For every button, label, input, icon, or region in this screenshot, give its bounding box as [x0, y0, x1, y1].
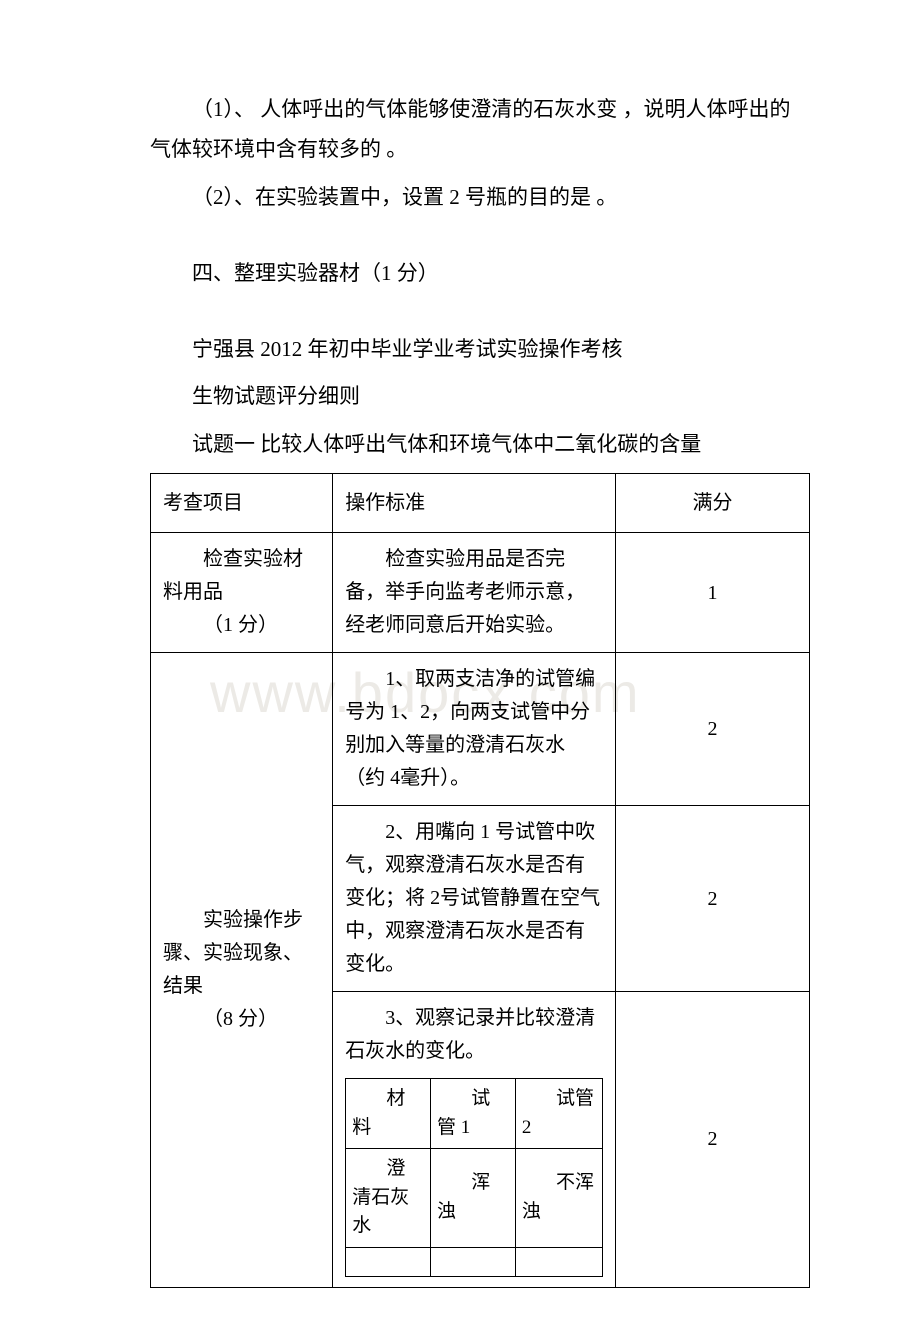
row2-step1-score: 2	[615, 653, 809, 806]
header-col3: 满分	[615, 474, 809, 533]
row2-step1: 1、取两支洁净的试管编号为 1、2，向两支试管中分别加入等量的澄清石灰水（约 4…	[333, 653, 616, 806]
doc-title-line3: 试题一 比较人体呼出气体和环境气体中二氧化碳的含量	[150, 425, 810, 465]
inner-table: 材料 试管 1 试管 2 澄清石灰水 浑浊 不浑浊	[345, 1078, 603, 1277]
row1-col1: 检查实验材料用品 （1 分）	[151, 533, 333, 653]
table-header-row: 考查项目 操作标准 满分	[151, 474, 810, 533]
inner-data-row: 澄清石灰水 浑浊 不浑浊	[346, 1149, 603, 1248]
row2-step2: 2、用嘴向 1 号试管中吹气，观察澄清石灰水是否有变化；将 2号试管静置在空气中…	[333, 806, 616, 992]
row1-col3: 1	[615, 533, 809, 653]
paragraph-2: （2）、在实验装置中，设置 2 号瓶的目的是 。	[150, 178, 810, 218]
row2-col1: 实验操作步骤、实验现象、结果 （8 分）	[151, 653, 333, 1288]
header-col1: 考查项目	[151, 474, 333, 533]
inner-h3: 试管 2	[515, 1079, 602, 1149]
inner-h2: 试管 1	[431, 1079, 516, 1149]
row1-col2: 检查实验用品是否完备，举手向监考老师示意，经老师同意后开始实验。	[333, 533, 616, 653]
inner-empty-row	[346, 1247, 603, 1276]
scoring-table: 考查项目 操作标准 满分 检查实验材料用品 （1 分） 检查实验用品是否完备，举…	[150, 473, 810, 1288]
table-row: 检查实验材料用品 （1 分） 检查实验用品是否完备，举手向监考老师示意，经老师同…	[151, 533, 810, 653]
paragraph-1: （1）、 人体呼出的气体能够使澄清的石灰水变 ，说明人体呼出的气体较环境中含有较…	[150, 90, 810, 170]
table-row: 实验操作步骤、实验现象、结果 （8 分） 1、取两支洁净的试管编号为 1、2，向…	[151, 653, 810, 806]
row2-step2-score: 2	[615, 806, 809, 992]
row2-step3: 3、观察记录并比较澄清石灰水的变化。 材料 试管 1 试管 2 澄清石灰水 浑浊…	[333, 992, 616, 1288]
row2-step3-score: 2	[615, 992, 809, 1288]
inner-r1c3: 不浑浊	[515, 1149, 602, 1248]
header-col2: 操作标准	[333, 474, 616, 533]
inner-r1c1: 澄清石灰水	[346, 1149, 431, 1248]
inner-r1c2: 浑浊	[431, 1149, 516, 1248]
section-heading-4: 四、整理实验器材（1 分）	[150, 254, 810, 294]
inner-h1: 材料	[346, 1079, 431, 1149]
doc-title-line1: 宁强县 2012 年初中毕业学业考试实验操作考核	[150, 330, 810, 370]
inner-header-row: 材料 试管 1 试管 2	[346, 1079, 603, 1149]
doc-title-line2: 生物试题评分细则	[150, 377, 810, 417]
